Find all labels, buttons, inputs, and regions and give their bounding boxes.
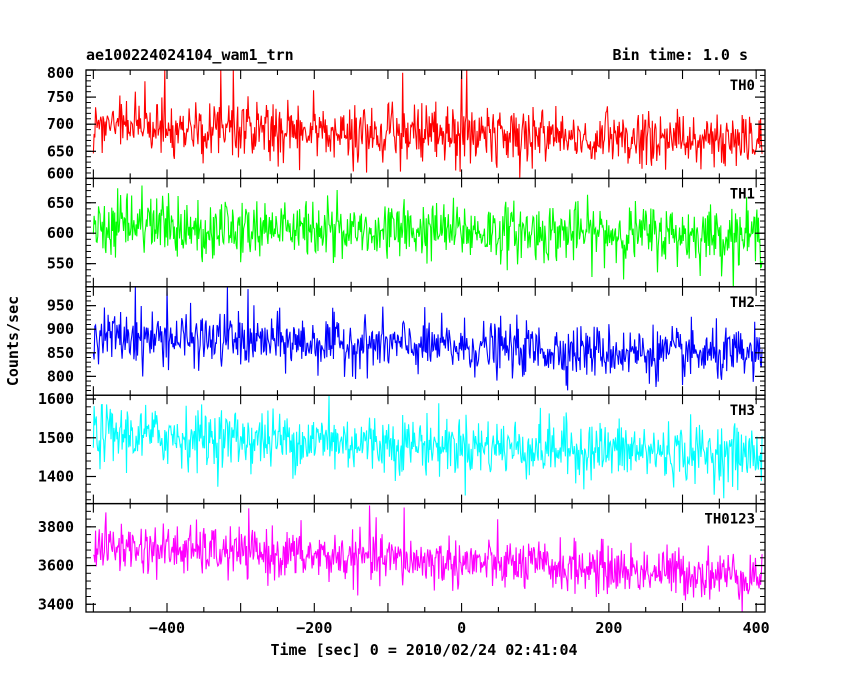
y-tick-label: 1400 bbox=[38, 468, 74, 486]
series-line-th0 bbox=[92, 70, 763, 178]
series-line-th2 bbox=[92, 286, 763, 391]
y-tick-label: 1600 bbox=[38, 390, 74, 408]
bin-time-label: Bin time: 1.0 s bbox=[613, 46, 748, 64]
y-tick-label: 950 bbox=[47, 297, 74, 315]
series-label-th0123: TH0123 bbox=[704, 512, 755, 528]
panel-th1: 550 600 650 TH1 bbox=[47, 177, 766, 288]
y-tick-label: 600 bbox=[47, 164, 74, 182]
panel-th3: 1400 1500 1600 TH3 bbox=[38, 390, 766, 505]
y-tick-label: 1500 bbox=[38, 429, 74, 447]
x-tick-label: 200 bbox=[595, 619, 622, 637]
y-tick-label: 900 bbox=[47, 320, 74, 338]
y-axis-label: Counts/sec bbox=[4, 296, 22, 386]
panel-th2: 800 850 900 950 TH2 bbox=[47, 286, 766, 396]
y-tick-label: 750 bbox=[47, 88, 74, 106]
series-label-th3: TH3 bbox=[730, 403, 755, 419]
series-line-th0123 bbox=[93, 505, 763, 613]
series-line-th3 bbox=[92, 395, 763, 499]
x-tick-label: −200 bbox=[296, 619, 332, 637]
x-tick-label: 0 bbox=[457, 619, 466, 637]
y-tick-label: 600 bbox=[47, 224, 74, 242]
series-label-th2: TH2 bbox=[730, 295, 755, 311]
y-tick-label: 650 bbox=[47, 194, 74, 212]
y-tick-label: 550 bbox=[47, 255, 74, 273]
x-axis-label: Time [sec] 0 = 2010/02/24 02:41:04 bbox=[270, 641, 577, 659]
y-tick-label: 700 bbox=[47, 115, 74, 133]
chart-title: ae100224024104_wam1_trn bbox=[86, 46, 294, 64]
panels-group: 600 650 700 750 800 TH0 550 600 650 TH1 800 850 900 9… bbox=[38, 64, 766, 613]
series-label-th1: TH1 bbox=[730, 186, 755, 202]
y-tick-label: 3800 bbox=[38, 518, 74, 536]
panel-th0: 600 650 700 750 800 TH0 bbox=[47, 64, 766, 182]
x-axis: −400 −200 0 200 400 bbox=[149, 619, 770, 637]
panel-th0123: 3400 3600 3800 TH0123 bbox=[38, 502, 766, 613]
y-tick-label: 800 bbox=[47, 367, 74, 385]
y-tick-label: 650 bbox=[47, 142, 74, 160]
x-tick-label: 400 bbox=[743, 619, 770, 637]
y-tick-label: 850 bbox=[47, 344, 74, 362]
series-line-th1 bbox=[92, 185, 763, 287]
x-tick-label: −400 bbox=[149, 619, 185, 637]
series-label-th0: TH0 bbox=[730, 78, 755, 94]
y-tick-label: 3600 bbox=[38, 557, 74, 575]
y-tick-label: 3400 bbox=[38, 595, 74, 613]
y-tick-label: 800 bbox=[47, 64, 74, 82]
